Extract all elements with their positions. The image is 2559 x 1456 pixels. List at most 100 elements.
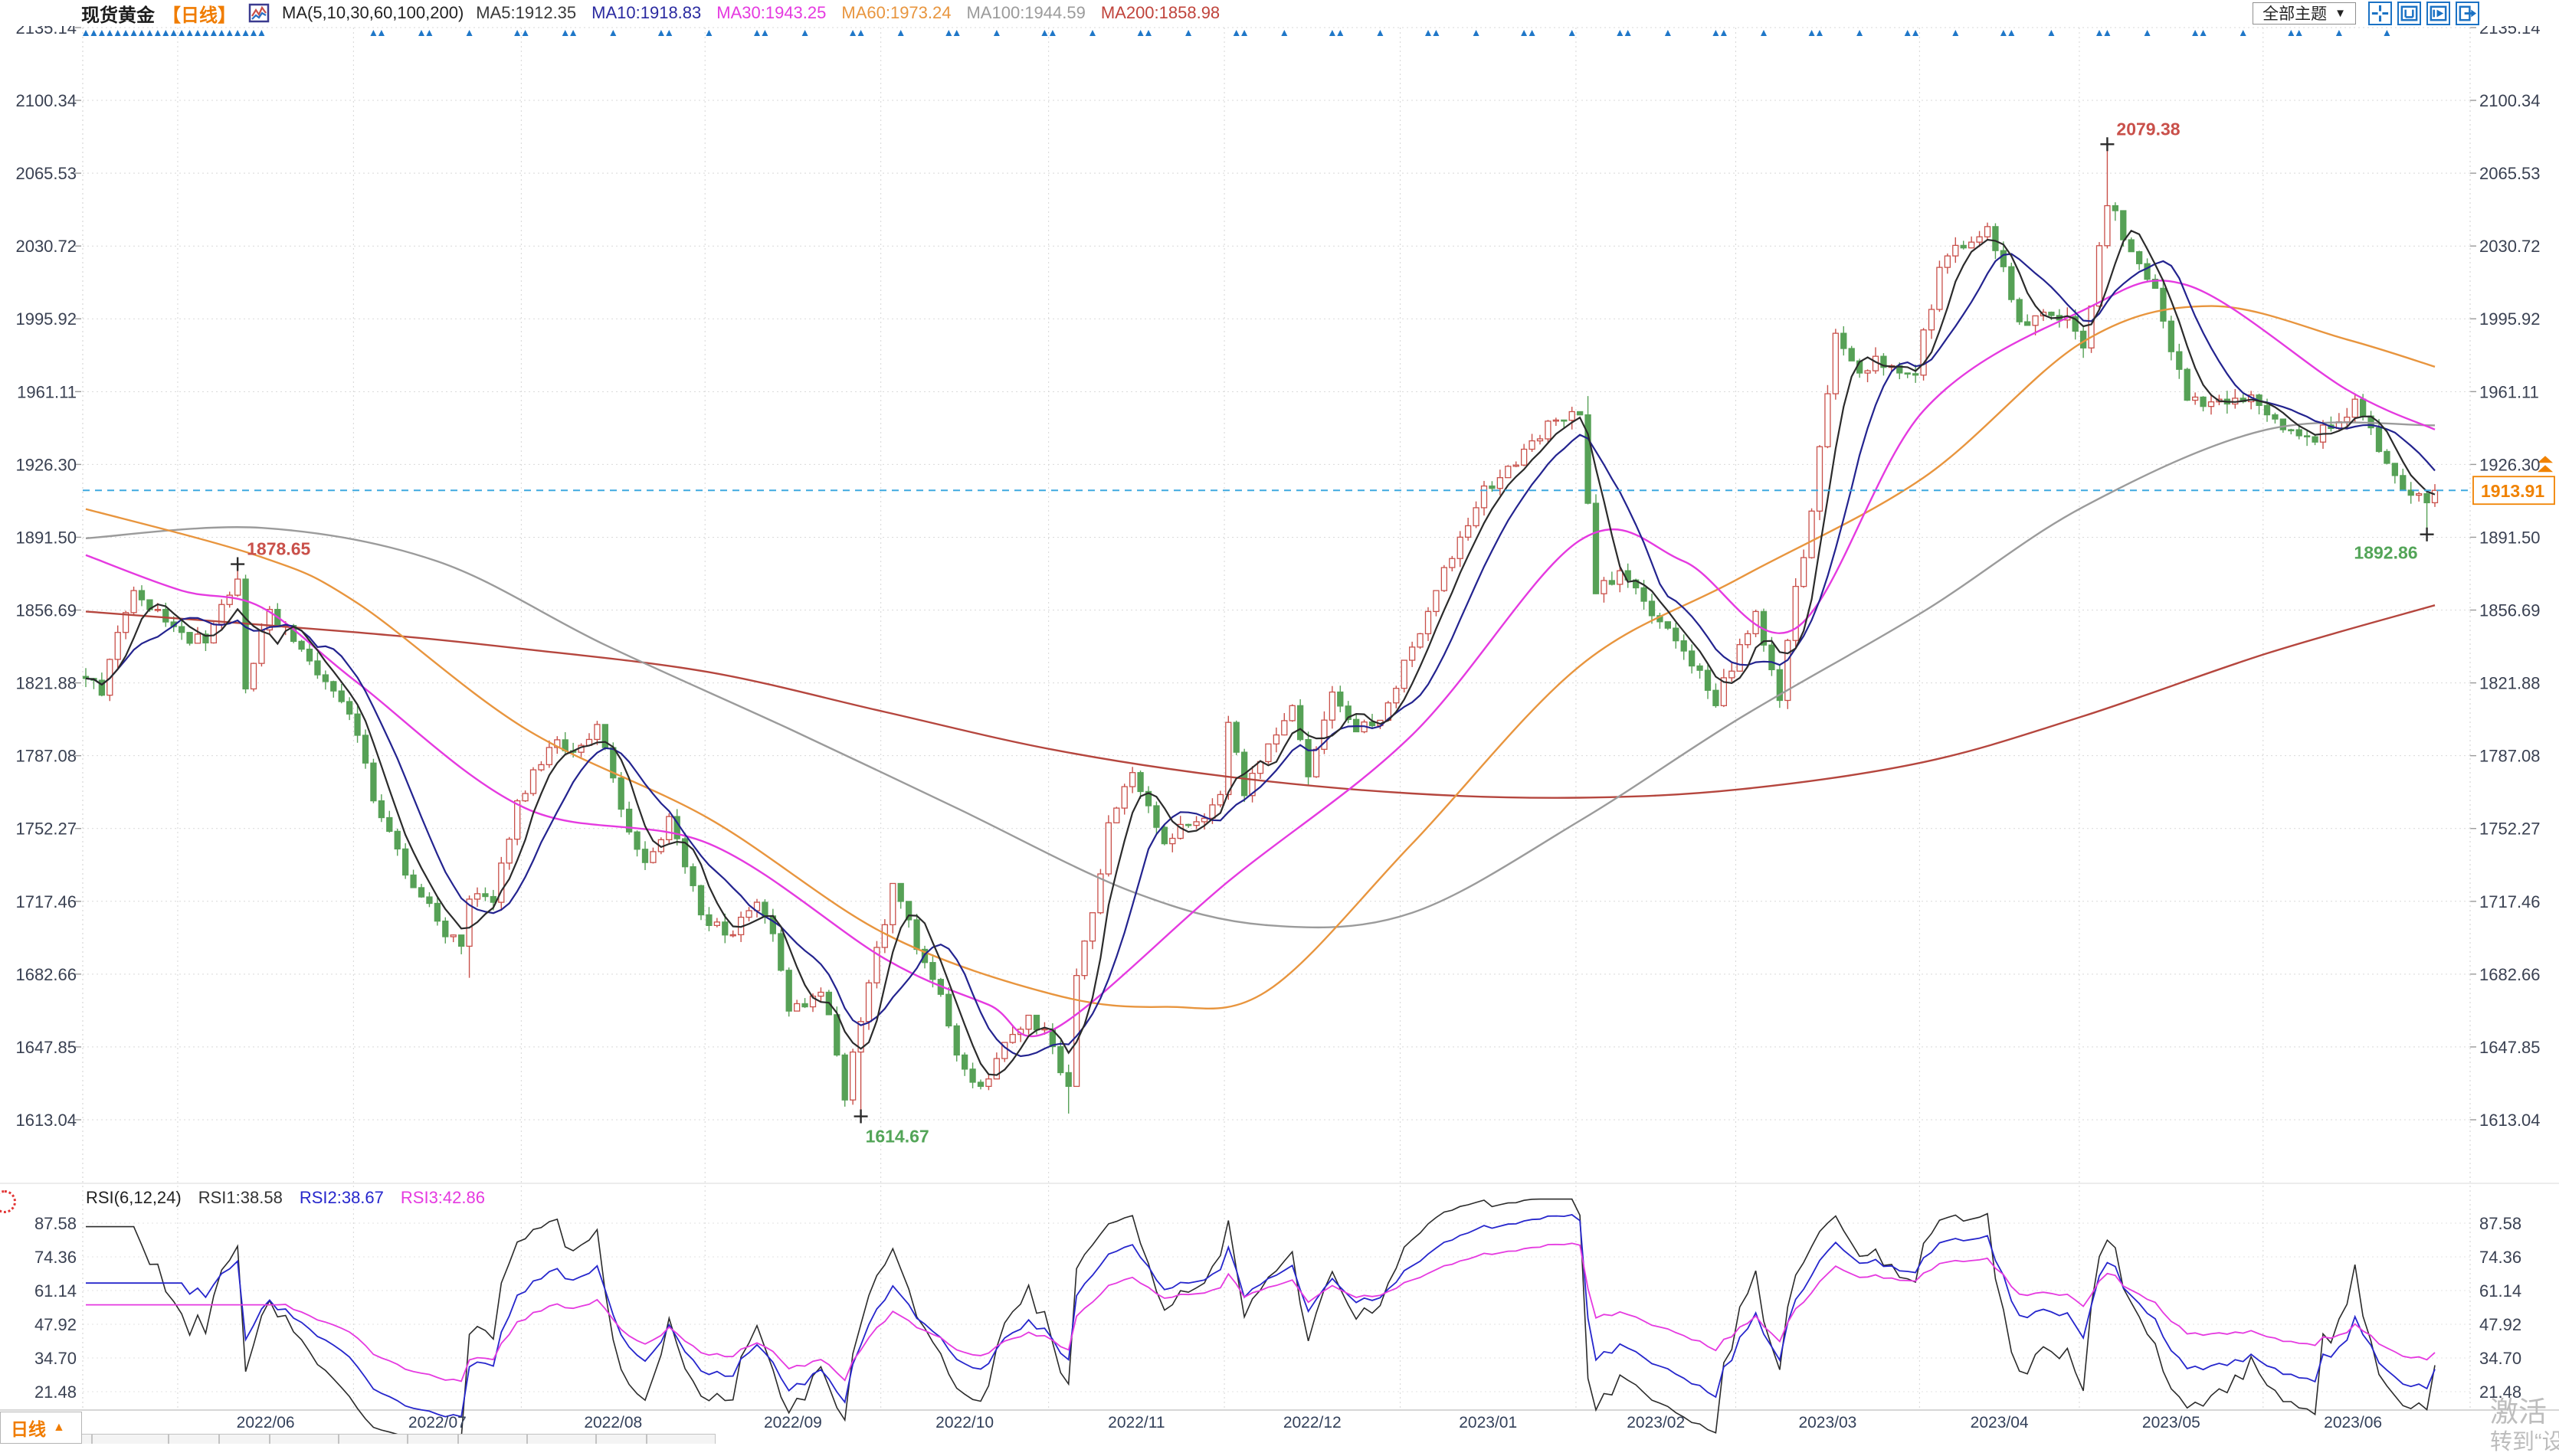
bottom-tab[interactable] [647, 1434, 716, 1444]
chevron-down-icon: ▼ [2335, 6, 2346, 20]
rsi-tick-left: 47.92 [34, 1315, 77, 1334]
ma-value: MA100:1944.59 [966, 3, 1086, 22]
rsi-line-6 [86, 1198, 2436, 1440]
price-tick-right: 2100.34 [2479, 91, 2541, 110]
ma-group-label: MA(5,10,30,60,100,200) [282, 3, 464, 22]
period-selector-label: 日线 [11, 1419, 46, 1439]
rsi-tick-left: 87.58 [34, 1214, 77, 1233]
theme-dropdown-label: 全部主题 [2262, 5, 2328, 23]
crosshair-icon[interactable] [2368, 1, 2392, 25]
rsi-tick-right: 47.92 [2479, 1315, 2521, 1334]
ma-line-ma100 [85, 421, 2436, 929]
x-axis-month-label: 2023/03 [1798, 1414, 1856, 1431]
candles-layer [82, 144, 2439, 1117]
overlay-layer: 1913.91 1878.65 1614.67 2079.38 1892.86 [83, 119, 2555, 1147]
price-tick-left: 1613.04 [15, 1111, 77, 1130]
reset-range-icon[interactable] [2397, 1, 2421, 25]
price-tick-left: 1752.27 [15, 820, 77, 839]
price-tick-right: 2030.72 [2479, 237, 2541, 256]
rsi-tick-left: 61.14 [34, 1281, 77, 1301]
event-markers-layer [83, 30, 2390, 36]
bottom-tab[interactable] [339, 1434, 408, 1444]
theme-dropdown[interactable]: 全部主题 ▼ [2253, 2, 2356, 25]
price-tick-left: 1821.88 [15, 674, 77, 693]
bottom-tab[interactable] [408, 1434, 458, 1444]
x-axis-month-label: 2023/01 [1459, 1414, 1517, 1431]
ma-value: MA10:1918.83 [591, 3, 702, 22]
rsi-value: RSI1:38.58 [198, 1188, 283, 1207]
rsi-tick-left: 34.70 [34, 1349, 77, 1368]
grid-layer [0, 27, 2559, 1411]
price-annotation: 1892.86 [2354, 543, 2417, 563]
price-tick-left: 1926.30 [15, 455, 77, 474]
ma-lines-layer [85, 229, 2436, 1076]
last-price-value: 1913.91 [2481, 481, 2544, 501]
bottom-tab-strip [0, 1434, 2559, 1444]
extreme-cross-marker [854, 1109, 868, 1124]
price-tick-right: 1856.69 [2479, 601, 2541, 620]
ma-line-ma10 [85, 253, 2436, 1058]
export-right-icon[interactable] [2456, 1, 2479, 25]
rsi-header: RSI(6,12,24) RSI1:38.58 RSI2:38.67 RSI3:42… [86, 1188, 485, 1208]
x-axis-month-label: 2022/06 [237, 1414, 295, 1431]
rsi-tick-right: 34.70 [2479, 1349, 2521, 1368]
bottom-tab[interactable] [169, 1434, 219, 1444]
indicator-icon[interactable] [248, 2, 270, 24]
period-selector[interactable]: 日线 ▲ [0, 1412, 82, 1444]
extreme-cross-marker [231, 557, 245, 571]
ma-value: MA5:1912.35 [476, 3, 577, 22]
rsi-tick-left: 21.48 [34, 1382, 77, 1402]
rsi-group-label: RSI(6,12,24) [86, 1188, 182, 1207]
x-axis-month-label: 2023/06 [2324, 1414, 2382, 1431]
ma-line-ma60 [85, 305, 2436, 1010]
ma-line-ma200 [85, 604, 2436, 799]
bottom-tab[interactable] [92, 1434, 169, 1444]
x-axis-month-label: 2022/07 [408, 1414, 467, 1431]
price-tick-right: 1961.11 [2479, 382, 2539, 401]
instrument-title: 现货黄金 [81, 5, 155, 26]
activation-watermark: 激活 转到“设 [2490, 1395, 2559, 1456]
price-tick-right: 1647.85 [2479, 1038, 2541, 1057]
bottom-tab[interactable] [527, 1434, 596, 1444]
price-tick-left: 1995.92 [15, 309, 77, 329]
bottom-tab[interactable] [270, 1434, 339, 1444]
news-event-markers[interactable] [83, 30, 2390, 36]
price-tick-left: 1647.85 [15, 1038, 77, 1057]
price-tick-right: 1821.88 [2479, 674, 2541, 693]
ma-value: MA200:1858.98 [1100, 3, 1221, 22]
watermark-line1: 激活 [2490, 1396, 2547, 1428]
hot-indicator-icon [0, 1190, 16, 1213]
rsi-tick-right: 74.36 [2479, 1248, 2521, 1267]
x-axis-month-label: 2022/08 [584, 1414, 642, 1431]
rsi-values: RSI1:38.58 RSI2:38.67 RSI3:42.86 [198, 1188, 485, 1208]
rsi-tick-left: 74.36 [34, 1248, 77, 1267]
price-tick-right: 2065.53 [2479, 164, 2541, 183]
rsi-tick-right: 87.58 [2479, 1214, 2521, 1233]
scroll-right-icon[interactable] [2426, 1, 2450, 25]
price-annotation: 2079.38 [2116, 119, 2180, 139]
price-tick-right: 1682.66 [2479, 965, 2541, 984]
bottom-tab[interactable] [458, 1434, 527, 1444]
price-tick-left: 1682.66 [15, 965, 77, 984]
last-price-tag [2472, 476, 2555, 506]
chart-toolbar [2368, 1, 2479, 25]
price-tick-right: 1891.50 [2479, 528, 2541, 547]
price-tick-left: 2100.34 [15, 91, 77, 110]
extreme-cross-marker [2420, 527, 2434, 542]
bottom-tab[interactable] [219, 1434, 270, 1444]
ma-value: MA60:1973.24 [841, 3, 952, 22]
rsi-line-24 [86, 1242, 2436, 1382]
bottom-tab[interactable] [596, 1434, 647, 1444]
x-axis-month-label: 2022/12 [1283, 1414, 1342, 1431]
price-annotation: 1878.65 [247, 539, 310, 559]
price-tick-right: 1752.27 [2479, 820, 2541, 839]
price-tick-left: 1856.69 [15, 601, 77, 620]
price-tick-left: 1717.46 [15, 892, 77, 911]
x-axis-month-label: 2023/05 [2142, 1414, 2200, 1431]
extreme-cross-marker [2100, 137, 2115, 152]
price-tick-left: 1787.08 [15, 747, 77, 766]
ma-line-ma30 [85, 280, 2436, 1038]
price-tick-right: 1613.04 [2479, 1111, 2541, 1130]
scroll-to-latest-icon[interactable] [2538, 456, 2553, 473]
